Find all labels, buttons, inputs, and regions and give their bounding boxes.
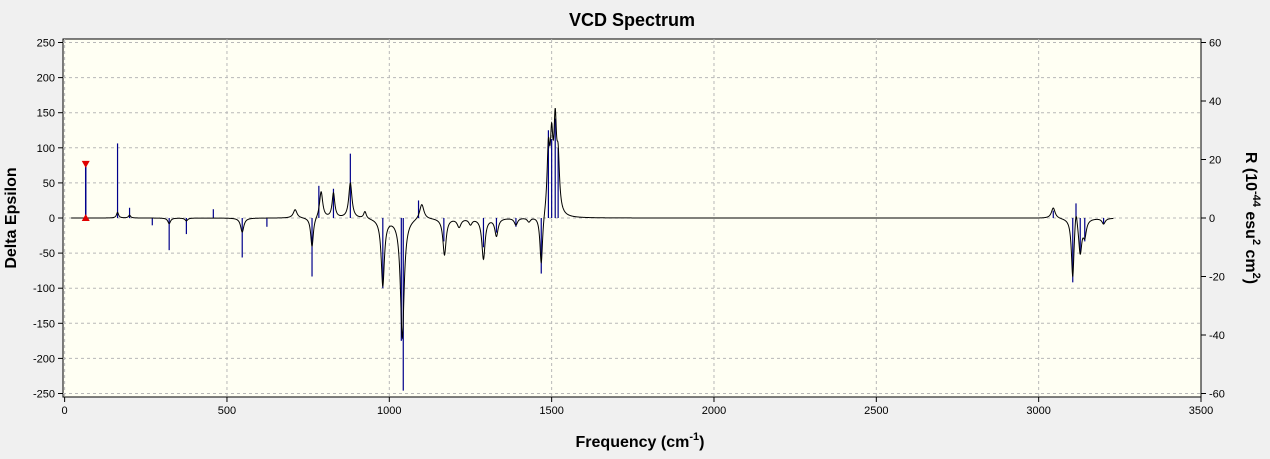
y-tick-label: -150 bbox=[33, 318, 55, 330]
y-tick-label: 0 bbox=[49, 213, 55, 225]
x-tick-label: 2000 bbox=[702, 405, 726, 417]
y-tick-label: -50 bbox=[39, 248, 55, 260]
y2-tick-label: 20 bbox=[1209, 155, 1221, 167]
y-tick-label: 50 bbox=[43, 178, 55, 190]
marker-bottom-triangle[interactable] bbox=[81, 214, 90, 221]
y2-tick-label: 60 bbox=[1209, 38, 1221, 50]
y-tick-label: -250 bbox=[33, 388, 55, 400]
x-tick-label: 0 bbox=[62, 405, 68, 417]
y2-tick-label: 40 bbox=[1209, 96, 1221, 108]
y-tick-label: 100 bbox=[37, 143, 55, 155]
y2-title-end: ) bbox=[1242, 279, 1259, 284]
marker-top-triangle[interactable] bbox=[81, 160, 90, 168]
y2-tick-label: -20 bbox=[1209, 271, 1225, 283]
y-tick-label: -100 bbox=[33, 283, 55, 295]
y2-tick-label: -40 bbox=[1209, 330, 1225, 342]
x-tick-label: 3000 bbox=[1026, 405, 1050, 417]
y-axis-right: 60 40 20 0 -20 -40 -60 bbox=[1201, 38, 1225, 400]
y2-title-mid2: cm bbox=[1242, 245, 1259, 273]
y2-axis-title: R (10-44 esu2 cm2) bbox=[1242, 152, 1262, 284]
x-axis-title-end: ) bbox=[699, 434, 704, 451]
y-axis-left: 250 200 150 100 50 0 -50 -100 -150 -200 -250 bbox=[33, 38, 63, 400]
y-tick-label: -200 bbox=[33, 353, 55, 365]
y2-tick-label: -60 bbox=[1209, 388, 1225, 400]
y2-title-sup2: 2 bbox=[1250, 239, 1262, 245]
y2-title-sup: -44 bbox=[1250, 191, 1262, 208]
y-tick-label: 200 bbox=[37, 73, 55, 85]
vcd-spectrum-line bbox=[71, 108, 1114, 340]
x-axis-title: Frequency (cm-1) bbox=[576, 431, 705, 451]
x-axis-title-sup: -1 bbox=[689, 431, 699, 443]
y-tick-label: 250 bbox=[37, 38, 55, 50]
y2-tick-label: 0 bbox=[1209, 213, 1215, 225]
x-tick-label: 3500 bbox=[1189, 405, 1213, 417]
chart-title: VCD Spectrum bbox=[569, 10, 695, 30]
y-axis-title: Delta Epsilon bbox=[3, 167, 20, 268]
y2-title-base: R (10 bbox=[1242, 152, 1259, 191]
x-axis-title-text: Frequency (cm bbox=[576, 434, 690, 451]
y2-title-mid: esu bbox=[1242, 207, 1259, 239]
x-tick-label: 1000 bbox=[377, 405, 401, 417]
x-tick-label: 1500 bbox=[539, 405, 563, 417]
x-tick-label: 2500 bbox=[864, 405, 888, 417]
y2-title-sup3: 2 bbox=[1250, 273, 1262, 279]
y-tick-label: 150 bbox=[37, 108, 55, 120]
selection-marker[interactable] bbox=[81, 160, 90, 221]
x-axis: 0 500 1000 1500 2000 2500 3000 3500 bbox=[62, 397, 1213, 417]
x-tick-label: 500 bbox=[218, 405, 236, 417]
